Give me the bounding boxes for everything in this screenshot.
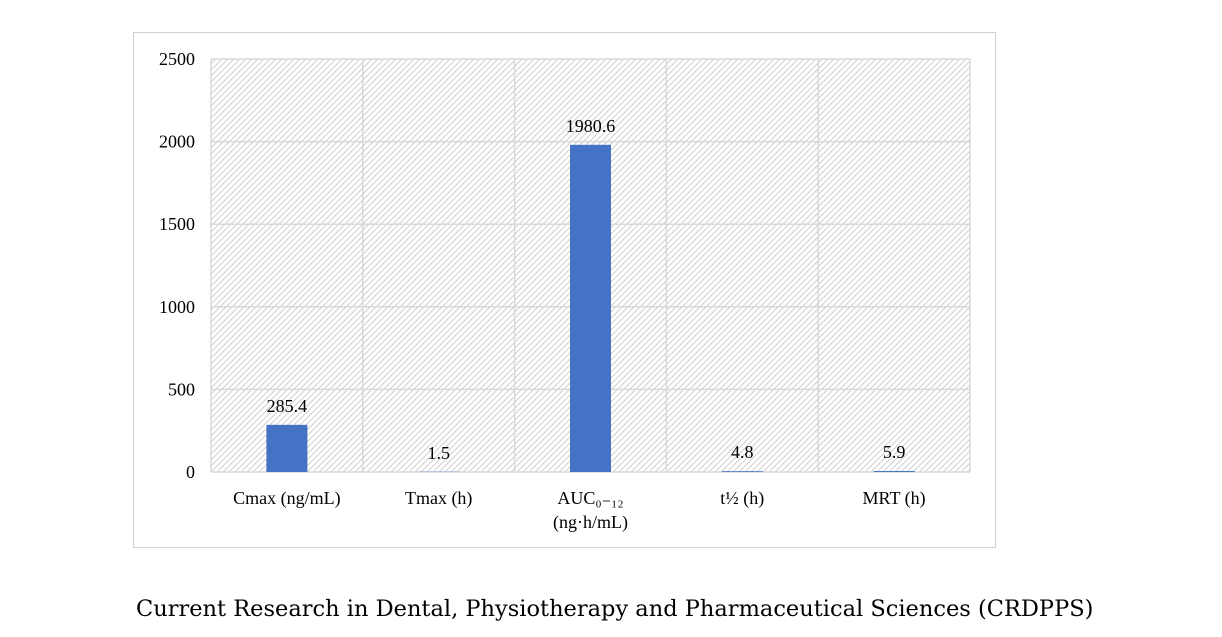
y-axis-ticks: 0 500 1000 1500 2000 2500 bbox=[159, 49, 195, 482]
category-label: Cmax (ng/mL) bbox=[233, 488, 340, 509]
data-label: 1980.6 bbox=[566, 116, 616, 136]
data-label: 5.9 bbox=[883, 442, 906, 462]
bars bbox=[266, 144, 915, 472]
x-axis-categories: Cmax (ng/mL) Tmax (h) AUC₀₋₁₂ (ng·h/mL) t½ (… bbox=[233, 488, 925, 533]
bar bbox=[570, 144, 611, 472]
bar-chart: 285.4 1.5 1980.6 4.8 5.9 0 500 1000 1500 2000 250… bbox=[159, 49, 971, 533]
category-label: AUC₀₋₁₂ bbox=[557, 488, 623, 508]
bar bbox=[266, 424, 308, 472]
data-labels: 285.4 1.5 1980.6 4.8 5.9 bbox=[267, 116, 906, 463]
y-tick-label: 2000 bbox=[159, 132, 195, 152]
category-label: Tmax (h) bbox=[405, 488, 472, 509]
bar bbox=[721, 471, 763, 472]
chart-frame: 285.4 1.5 1980.6 4.8 5.9 0 500 1000 1500 2000 250… bbox=[133, 32, 996, 548]
y-tick-label: 2500 bbox=[159, 49, 195, 69]
source-caption: Current Research in Dental, Physiotherap… bbox=[136, 596, 1094, 622]
data-label: 285.4 bbox=[267, 396, 308, 416]
y-tick-label: 0 bbox=[186, 462, 195, 482]
data-label: 4.8 bbox=[731, 442, 754, 462]
data-label: 1.5 bbox=[427, 443, 450, 463]
category-label: MRT (h) bbox=[863, 488, 926, 509]
bar bbox=[873, 471, 915, 472]
y-tick-label: 1500 bbox=[159, 214, 195, 234]
y-tick-label: 1000 bbox=[159, 297, 195, 317]
category-label: (ng·h/mL) bbox=[553, 512, 628, 533]
y-tick-label: 500 bbox=[168, 379, 195, 399]
category-label: t½ (h) bbox=[720, 488, 764, 509]
